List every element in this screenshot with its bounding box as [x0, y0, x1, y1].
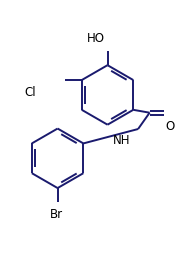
- Text: Br: Br: [50, 208, 63, 221]
- Text: NH: NH: [113, 134, 131, 147]
- Text: O: O: [165, 120, 175, 133]
- Text: Cl: Cl: [24, 85, 36, 99]
- Text: HO: HO: [87, 32, 105, 45]
